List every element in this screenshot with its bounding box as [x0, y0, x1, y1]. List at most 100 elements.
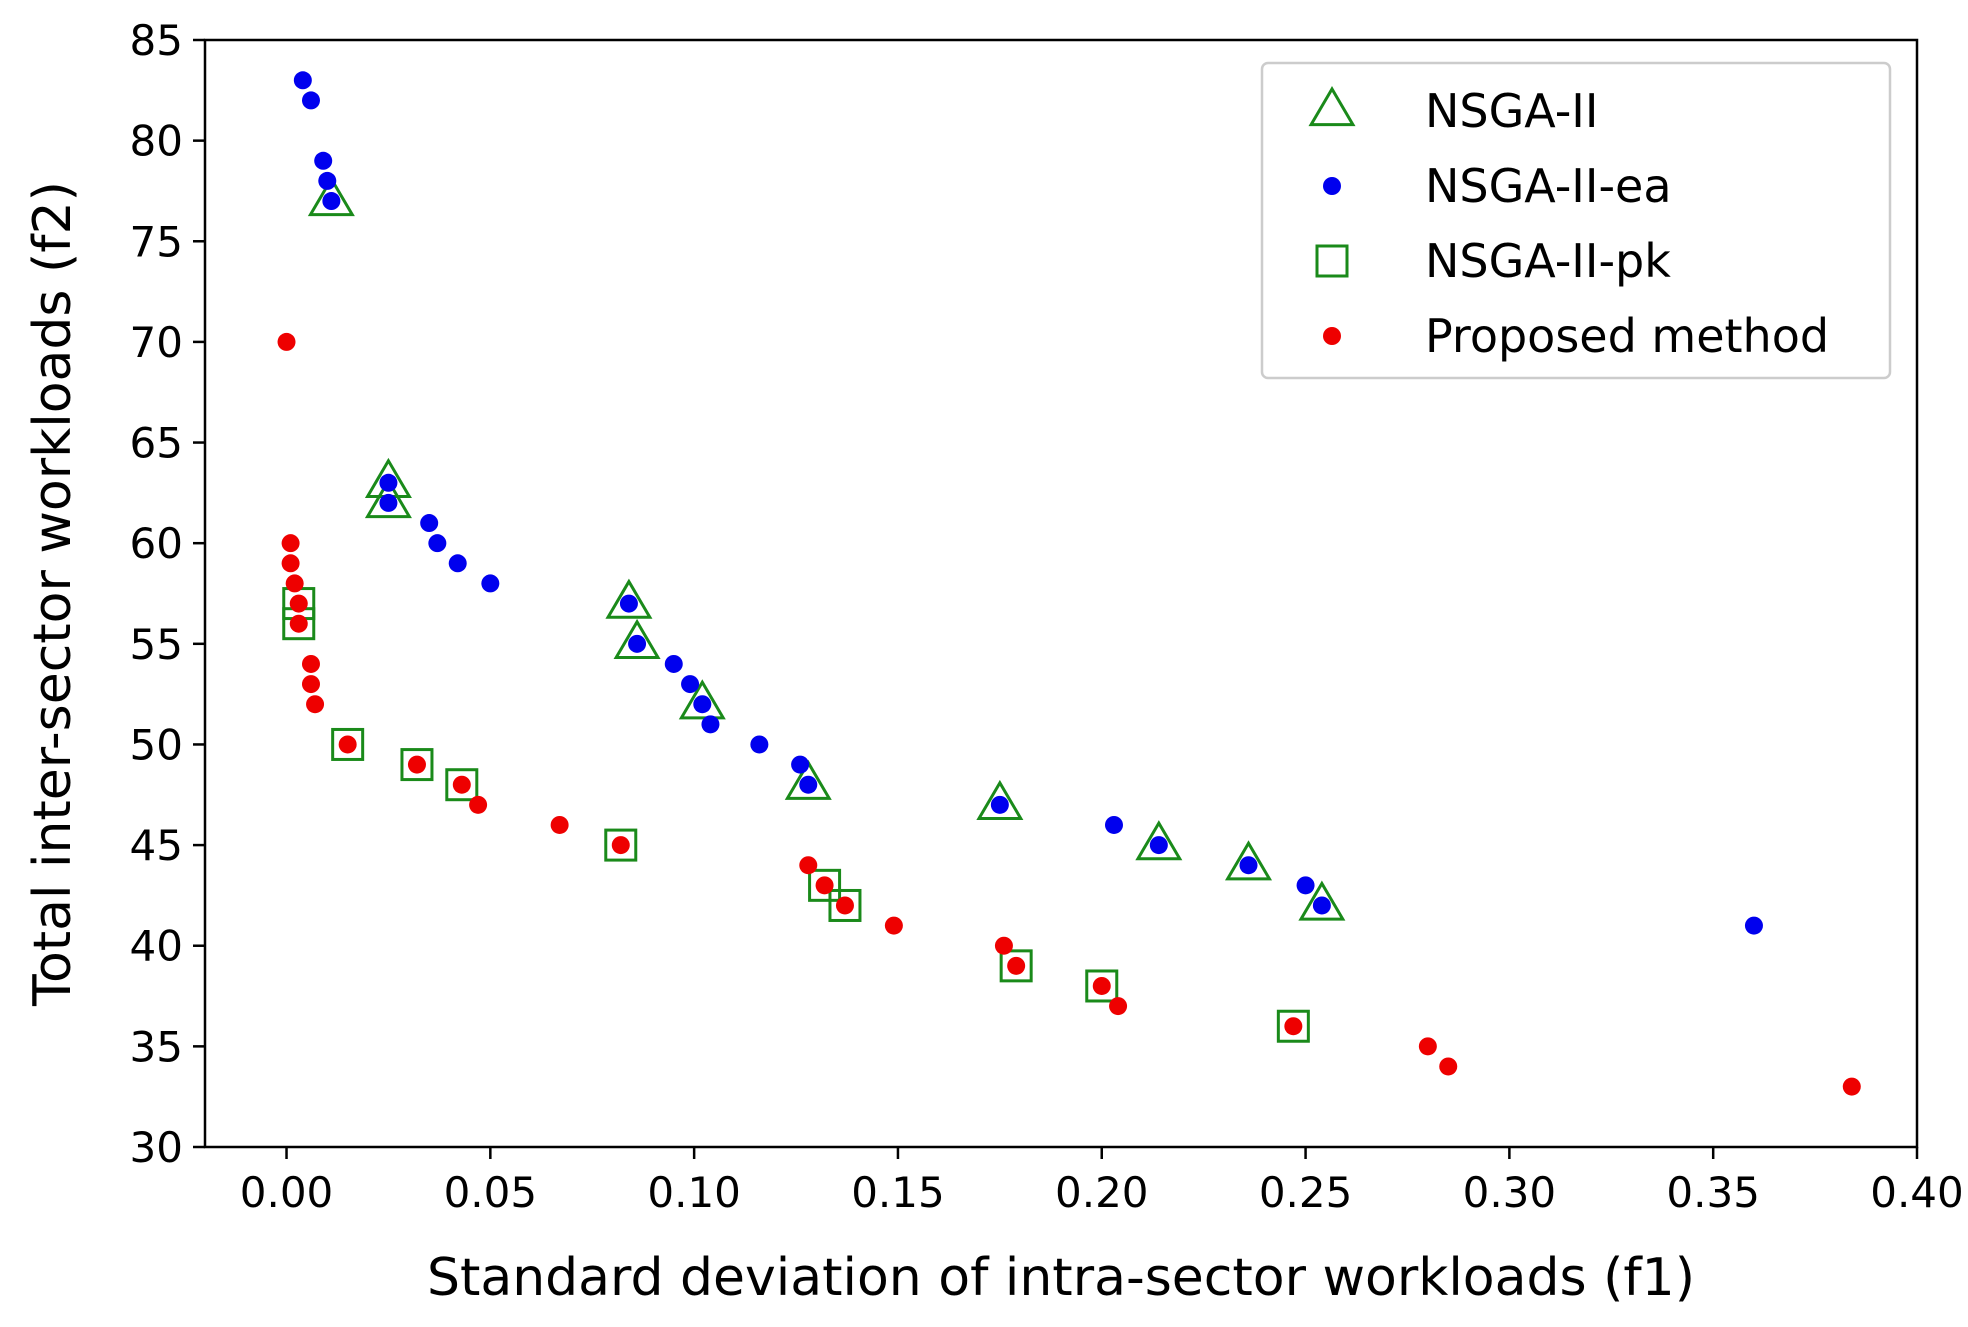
data-point — [799, 856, 818, 875]
data-point — [301, 654, 320, 673]
data-point — [1109, 997, 1128, 1016]
data-point — [611, 836, 630, 855]
data-point — [379, 493, 398, 512]
x-tick-label: 0.20 — [1055, 1168, 1149, 1217]
plot-marks — [277, 71, 1861, 1096]
data-point — [277, 332, 296, 351]
legend-label: NSGA-II-pk — [1425, 234, 1671, 288]
data-point — [550, 815, 569, 834]
data-point — [1092, 976, 1111, 995]
y-tick-label: 85 — [130, 16, 183, 65]
legend-item: NSGA-II-ea — [1323, 159, 1672, 213]
y-tick-label: 50 — [130, 720, 183, 769]
data-point — [407, 755, 426, 774]
data-point — [338, 735, 357, 754]
data-point — [379, 473, 398, 492]
data-point — [628, 634, 647, 653]
data-point — [318, 171, 337, 190]
data-point — [815, 876, 834, 895]
data-point — [976, 779, 1024, 820]
y-tick-label: 80 — [130, 117, 183, 166]
data-point — [285, 574, 304, 593]
data-point — [1007, 956, 1026, 975]
series-nsga-ii-pk — [282, 587, 1310, 1043]
data-point — [306, 695, 325, 714]
legend-label: NSGA-II-ea — [1425, 159, 1672, 213]
x-tick-label: 0.40 — [1870, 1168, 1964, 1217]
x-tick-label: 0.30 — [1463, 1168, 1557, 1217]
data-point — [289, 594, 308, 613]
data-point — [428, 534, 447, 553]
data-point — [619, 594, 638, 613]
legend-box — [1260, 61, 1892, 380]
x-tick-label: 0.05 — [444, 1168, 538, 1217]
y-tick-label: 75 — [130, 217, 183, 266]
legend-item: Proposed method — [1323, 309, 1829, 363]
data-point — [835, 896, 854, 915]
data-point — [307, 176, 355, 217]
legend-label: NSGA-II — [1425, 84, 1598, 138]
legend: NSGA-II NSGA-II-ea NSGA-II-pk Proposed meth… — [1260, 61, 1892, 380]
data-point — [301, 675, 320, 694]
data-point — [448, 554, 467, 573]
data-point — [331, 727, 365, 761]
y-axis-label: Total inter-sector workloads (f2) — [23, 181, 83, 1007]
data-point — [1284, 1017, 1303, 1036]
legend-marker — [1315, 244, 1349, 278]
data-point — [990, 795, 1009, 814]
y-axis: 30 35 40 45 50 55 60 65 70 75 80 85 — [130, 16, 205, 1172]
data-point — [701, 715, 720, 734]
legend-marker — [1308, 86, 1356, 127]
x-tick-label: 0.35 — [1666, 1168, 1760, 1217]
data-point — [604, 828, 638, 862]
x-tick-label: 0.10 — [647, 1168, 741, 1217]
data-point — [799, 775, 818, 794]
x-tick-label: 0.00 — [240, 1168, 334, 1217]
data-point — [664, 654, 683, 673]
data-point — [469, 795, 488, 814]
data-point — [791, 755, 810, 774]
series-proposed-method — [277, 332, 1861, 1096]
data-point — [400, 748, 434, 782]
data-point — [281, 554, 300, 573]
data-point — [420, 514, 439, 533]
plot-frame — [203, 38, 1919, 1149]
data-point — [301, 91, 320, 110]
x-axis: 0.00 0.05 0.10 0.15 0.20 0.25 0.30 0.35 0.40 — [240, 1147, 1964, 1217]
data-point — [678, 679, 726, 720]
data-point — [613, 618, 661, 659]
data-point — [322, 192, 341, 211]
data-point — [1224, 840, 1273, 881]
x-tick-label: 0.25 — [1259, 1168, 1353, 1217]
data-point — [994, 936, 1013, 955]
data-point — [1312, 896, 1331, 915]
data-point — [1842, 1077, 1861, 1096]
y-tick-label: 30 — [130, 1123, 183, 1172]
y-tick-label: 40 — [130, 922, 183, 971]
data-point — [1085, 969, 1119, 1003]
data-point — [808, 868, 842, 902]
legend-item: NSGA-II — [1308, 84, 1598, 138]
data-point — [1439, 1057, 1458, 1076]
data-point — [1276, 1009, 1310, 1043]
legend-label: Proposed method — [1425, 309, 1829, 363]
legend-marker — [1323, 177, 1341, 195]
data-point — [1298, 880, 1346, 921]
data-point — [828, 888, 862, 922]
y-tick-label: 60 — [130, 519, 183, 568]
data-point — [693, 695, 712, 714]
data-point — [1239, 856, 1258, 875]
data-point — [750, 735, 769, 754]
data-point — [1744, 916, 1763, 935]
data-point — [784, 759, 832, 800]
data-point — [481, 574, 500, 593]
legend-marker — [1323, 327, 1341, 345]
y-tick-label: 55 — [130, 620, 183, 669]
data-point — [1149, 836, 1168, 855]
series-nsga-ii-ea — [293, 71, 1763, 935]
data-point — [1104, 815, 1123, 834]
data-point — [289, 614, 308, 633]
x-axis-label: Standard deviation of intra-sector workl… — [427, 1248, 1695, 1308]
y-tick-label: 70 — [130, 318, 183, 367]
data-point — [1135, 820, 1183, 861]
